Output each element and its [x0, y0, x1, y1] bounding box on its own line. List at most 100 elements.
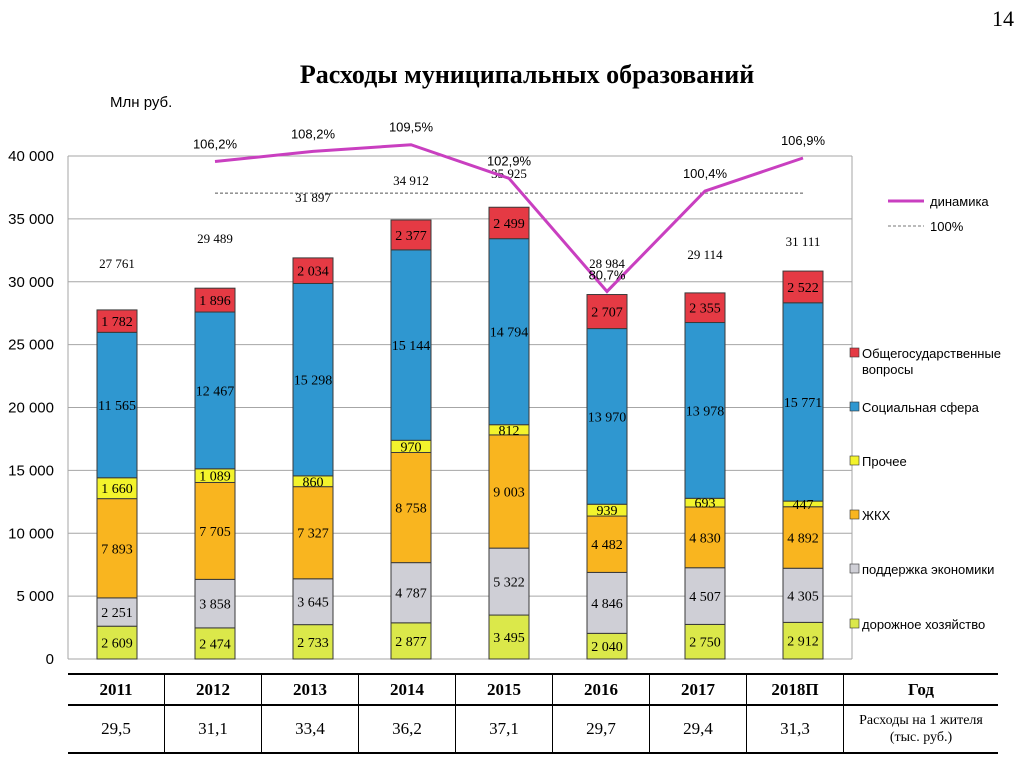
chart-title: Расходы муниципальных образований	[299, 60, 755, 89]
data-label: 2 355	[689, 302, 721, 317]
data-label: 4 787	[395, 587, 427, 602]
data-label: 7 327	[297, 527, 329, 542]
data-label: 15 771	[784, 396, 823, 411]
per-capita-cell: 29,7	[552, 705, 650, 754]
data-label: 15 144	[392, 339, 431, 354]
y-tick-label: 5 000	[16, 588, 54, 605]
data-label: 7 705	[199, 525, 231, 540]
bar-segment	[194, 311, 236, 470]
bar-segment	[390, 562, 432, 624]
total-label: 31 897	[295, 190, 331, 205]
data-label: 939	[597, 504, 618, 519]
y-tick-label: 35 000	[8, 211, 54, 228]
per-capita-cell: 31,3	[746, 705, 844, 754]
per-capita-cell: 31,1	[164, 705, 262, 754]
legend-label: ЖКХ	[862, 508, 891, 523]
data-label: 11 565	[98, 399, 136, 414]
data-label: 4 305	[787, 589, 819, 604]
y-tick-label: 30 000	[8, 274, 54, 291]
bar-segment	[488, 547, 530, 616]
data-label: 447	[793, 498, 814, 513]
per-capita-cell: 37,1	[455, 705, 553, 754]
data-label: 2 750	[689, 636, 721, 651]
data-label: 2 499	[493, 217, 525, 232]
legend-swatch	[849, 563, 860, 574]
data-label: 812	[499, 424, 520, 439]
legend-swatch	[849, 455, 860, 466]
data-label: 1 660	[101, 482, 133, 497]
bars	[96, 206, 824, 660]
data-label: 1 782	[101, 315, 133, 330]
y-tick-label: 25 000	[8, 337, 54, 354]
data-label: 2 474	[199, 637, 231, 652]
y-axis-label: Млн руб.	[110, 94, 172, 111]
per-capita-table: 2011 2012 2013 2014 2015 2016 2017 2018П…	[68, 673, 998, 754]
dynamics-label: 106,9%	[781, 133, 826, 148]
bar-segment	[96, 498, 138, 599]
data-label: 2 609	[101, 637, 133, 652]
year-cell: 2014	[358, 673, 456, 706]
bar-segment	[684, 292, 726, 324]
total-label: 34 912	[393, 173, 429, 188]
data-label: 2 040	[591, 640, 623, 655]
bar-segment	[390, 219, 432, 251]
data-label: 13 978	[686, 404, 725, 419]
year-cell: 2017	[649, 673, 747, 706]
data-label: 13 970	[588, 410, 627, 425]
data-label: 4 482	[591, 538, 623, 553]
total-label: 35 925	[491, 166, 527, 181]
bar-segment	[782, 567, 824, 623]
bar-segment	[194, 481, 236, 580]
data-label: 5 322	[493, 576, 525, 591]
y-tick-label: 15 000	[8, 462, 54, 479]
bar-segment	[390, 249, 432, 441]
data-label: 860	[303, 475, 324, 490]
legend-label: Социальная сфера	[862, 400, 980, 415]
data-label: 14 794	[490, 326, 529, 341]
data-label: 3 495	[493, 631, 525, 646]
data-label: 2 877	[395, 635, 427, 650]
table-year-row: 2011 2012 2013 2014 2015 2016 2017 2018П…	[68, 673, 998, 706]
dynamics-polyline	[214, 143, 804, 294]
data-label: 970	[401, 440, 422, 455]
chart: Млн руб. 0 5 000 10 000 15 000 20 000 25 000 3…	[8, 94, 1001, 668]
gridlines	[67, 155, 853, 660]
bar-segment	[586, 328, 628, 505]
bar-segment	[96, 625, 138, 660]
data-label: 2 251	[101, 606, 133, 621]
dynamics-label: 106,2%	[193, 137, 238, 152]
bar-segment	[292, 624, 334, 660]
year-cell: 2011	[68, 673, 165, 706]
bar-segment	[488, 434, 530, 549]
total-label: 29 489	[197, 231, 233, 246]
per-capita-header: Расходы на 1 жителя (тыс. руб.)	[843, 705, 998, 754]
bar-segment	[194, 578, 236, 629]
bar-segment	[586, 294, 628, 330]
bar-segment	[782, 506, 824, 569]
data-label: 8 758	[395, 502, 427, 517]
data-label: 2 733	[297, 636, 329, 651]
legend-swatch	[849, 509, 860, 520]
y-tick-label: 0	[46, 651, 54, 668]
bar-segment	[782, 270, 824, 304]
y-tick-label: 40 000	[8, 148, 54, 165]
year-cell: 2018П	[746, 673, 844, 706]
table-value-row: 29,5 31,1 33,4 36,2 37,1 29,7 29,4 31,3 …	[68, 705, 998, 754]
data-label: 2 522	[787, 281, 819, 296]
legend-swatch	[849, 618, 860, 629]
bar-segment	[292, 578, 334, 626]
total-label: 31 111	[786, 234, 821, 249]
total-label: 29 114	[687, 247, 723, 262]
bar-segment	[292, 486, 334, 580]
bar-segment	[684, 506, 726, 569]
year-cell: 2012	[164, 673, 262, 706]
y-axis-ticks: 0 5 000 10 000 15 000 20 000 25 000 30 000 35 0…	[8, 148, 54, 668]
legend-swatch	[849, 347, 860, 358]
total-labels: 27 761 29 489 31 897 34 912 35 925 28 984 29 1…	[99, 166, 820, 271]
bar-segment	[782, 302, 824, 502]
legend-label: динамика	[930, 194, 989, 209]
bar-segment	[194, 627, 236, 660]
bar-segment	[96, 309, 138, 333]
legend-label: поддержка экономики	[862, 562, 994, 577]
